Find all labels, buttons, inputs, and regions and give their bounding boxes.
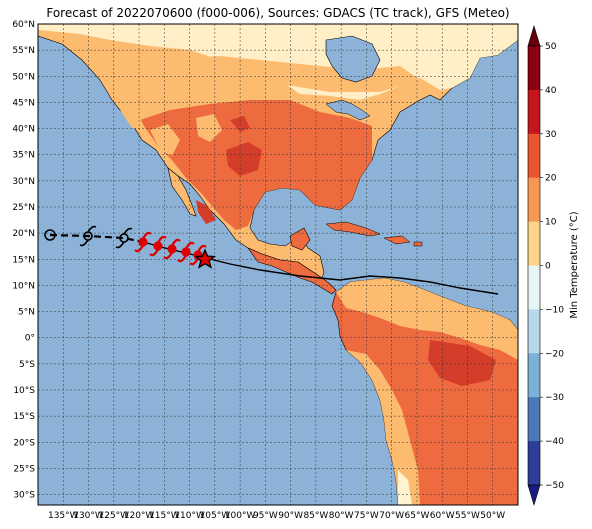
colorbar-tick-label: −40 <box>545 437 564 447</box>
hurricane-icon <box>115 227 133 249</box>
lat-label: 15°S <box>13 412 35 422</box>
hurricane-symbol-icon <box>149 235 167 257</box>
hudson-bay <box>325 35 381 83</box>
andes-high-zone <box>398 470 412 505</box>
lon-label: 110°W <box>174 511 205 521</box>
lat-label: 50°N <box>12 72 35 82</box>
lon-label: 55°W <box>455 511 480 521</box>
colorbar-tick-label: −10 <box>545 305 564 315</box>
longitude-labels: 135°W130°W125°W120°W115°W110°W105°W100°W… <box>48 511 505 521</box>
hurricane-icon <box>79 225 97 247</box>
yucatan <box>289 227 311 251</box>
lat-label: 20°S <box>13 438 35 448</box>
lon-label: 90°W <box>278 511 303 521</box>
colorbar-segment <box>528 133 540 179</box>
colorbar-segment <box>528 353 540 398</box>
star-icon <box>194 248 216 269</box>
canada-mid-zone <box>160 56 420 92</box>
amazon-warm-core <box>428 340 496 386</box>
hurricane-symbol-icon <box>177 241 195 263</box>
lon-label: 75°W <box>354 511 379 521</box>
colorbar-tick-label: 30 <box>545 130 557 140</box>
puerto-rico <box>413 241 423 247</box>
lon-label: 130°W <box>73 511 104 521</box>
lon-label: 105°W <box>200 511 231 521</box>
colorbar-tick-label: −30 <box>545 393 564 403</box>
map-title: Forecast of 2022070600 (f000-006), Sourc… <box>46 6 510 20</box>
lat-label: 10°N <box>12 281 35 291</box>
lon-label: 120°W <box>124 511 155 521</box>
colorbar-segment <box>528 221 540 266</box>
lat-label: 5°N <box>18 308 35 318</box>
hurricane-icon <box>44 229 56 241</box>
colorbar-extend-min <box>527 484 541 507</box>
lat-label: 25°N <box>12 203 35 213</box>
colorbar-tick-label: −20 <box>545 349 564 359</box>
colorbar-segment <box>528 177 540 223</box>
colorbar-segment <box>528 441 540 486</box>
colorbar-tick-label: 40 <box>545 86 557 96</box>
colorbar-segment <box>528 46 540 91</box>
lat-label: 5°S <box>19 360 35 370</box>
lon-label: 70°W <box>379 511 404 521</box>
lat-label: 40°N <box>12 125 35 135</box>
lat-label: 0° <box>25 334 35 344</box>
lat-label: 10°S <box>13 386 35 396</box>
colorbar-tick-label: 10 <box>545 218 557 228</box>
lat-label: 30°N <box>12 177 35 187</box>
lon-label: 125°W <box>99 511 130 521</box>
colorbar: 50 40 30 20 10 0 −10 −20 −30 −40 −50 <box>527 24 564 507</box>
lon-label: 135°W <box>48 511 79 521</box>
storm-positions <box>134 231 207 266</box>
lat-label: 20°N <box>12 229 35 239</box>
great-lakes <box>325 99 371 121</box>
south-america-cool-zone <box>336 278 518 360</box>
colorbar-segment <box>528 309 540 354</box>
lat-label: 25°S <box>13 464 35 474</box>
andes-cool-zone <box>346 350 420 505</box>
lat-label: 15°N <box>12 255 35 265</box>
colorbar-tick-label: −50 <box>545 481 564 491</box>
colorbar-segment <box>528 265 540 310</box>
lat-label: 45°N <box>12 98 35 108</box>
lon-label: 65°W <box>405 511 430 521</box>
us-cooler-patches <box>120 110 222 156</box>
colorbar-extend-max <box>527 24 541 47</box>
lon-label: 50°W <box>480 511 505 521</box>
lon-label: 60°W <box>430 511 455 521</box>
hurricane-symbol-icon <box>134 231 152 253</box>
lat-label: 60°N <box>12 20 35 30</box>
lat-label: 30°S <box>13 491 35 501</box>
lon-label: 115°W <box>149 511 180 521</box>
latitude-labels: 60°N 55°N 50°N 45°N 40°N 35°N 30°N 25°N 20°N 15°N… <box>12 20 35 501</box>
hurricane-symbol-icon <box>163 238 181 260</box>
colorbar-segment <box>528 89 540 135</box>
us-hot-core <box>196 116 262 224</box>
colorbar-tick-label: 0 <box>545 262 551 272</box>
graticule <box>38 23 518 505</box>
lon-label: 95°W <box>253 511 278 521</box>
lon-label: 85°W <box>303 511 328 521</box>
colorbar-tick-label: 20 <box>545 174 557 184</box>
colorbar-tick-label: 50 <box>545 42 557 52</box>
past-track <box>49 233 144 244</box>
colorbar-segment <box>528 397 540 442</box>
hispaniola <box>383 235 411 245</box>
lon-label: 80°W <box>329 511 354 521</box>
lon-label: 100°W <box>225 511 256 521</box>
baja-california <box>167 167 197 217</box>
map-frame <box>37 23 519 506</box>
lat-label: 55°N <box>12 46 35 56</box>
lat-label: 35°N <box>12 151 35 161</box>
colorbar-label: Min Temperature (°C) <box>569 211 580 318</box>
